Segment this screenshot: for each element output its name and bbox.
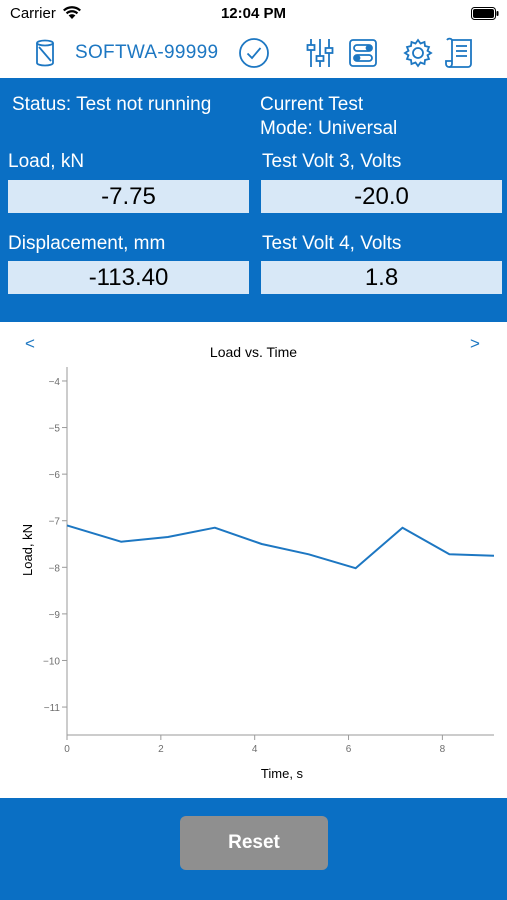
- device-icon[interactable]: [28, 36, 62, 70]
- toggles-icon[interactable]: [346, 36, 380, 70]
- load-label: Load, kN: [8, 151, 85, 172]
- test-volt4-value: 1.8: [261, 261, 502, 294]
- load-value: -7.75: [8, 180, 249, 213]
- footer-bar: Reset: [0, 798, 507, 900]
- y-tick-label: −6: [49, 470, 61, 481]
- chart-prev-button[interactable]: <: [25, 334, 35, 353]
- y-axis-label: Load, kN: [20, 524, 35, 576]
- battery-icon: [471, 7, 499, 20]
- test-volt3-value: -20.0: [261, 180, 502, 213]
- x-tick-label: 4: [252, 744, 258, 755]
- x-axis-label: Time, s: [261, 766, 304, 781]
- y-tick-label: −9: [49, 610, 61, 621]
- test-mode-line2: Mode: Universal: [260, 118, 398, 139]
- chart-area: −4 −5 −6 −7 −8 −9 −10 −11 0 2 4 6 8 Time, s Load, kN…: [0, 322, 507, 798]
- displacement-label: Displacement, mm: [8, 233, 166, 254]
- device-name-label[interactable]: SOFTWA-99999: [75, 42, 219, 63]
- y-tick-label: −5: [49, 424, 61, 435]
- chart-next-button[interactable]: >: [470, 334, 480, 353]
- readings-panel: Status: Test not running Current Test Mo…: [0, 78, 507, 322]
- x-tick-label: 0: [64, 744, 70, 755]
- load-vs-time-chart: −4 −5 −6 −7 −8 −9 −10 −11 0 2 4 6 8 Time, s Load, kN: [20, 367, 495, 781]
- test-volt4-label: Test Volt 4, Volts: [262, 233, 402, 254]
- wifi-icon: [63, 6, 81, 19]
- sliders-icon[interactable]: [303, 36, 337, 70]
- y-tick-label: −4: [49, 377, 61, 388]
- load-series-line: [66, 524, 495, 570]
- chart-title: Load vs. Time: [209, 344, 298, 360]
- y-tick-label: −10: [43, 656, 60, 667]
- x-tick-label: 6: [346, 744, 352, 755]
- carrier-label: Carrier: [10, 5, 56, 22]
- scroll-icon[interactable]: [443, 36, 477, 70]
- x-tick-label: 2: [158, 744, 164, 755]
- test-mode-line1: Current Test: [260, 94, 364, 115]
- status-bar: Carrier 12:04 PM: [0, 0, 507, 28]
- x-tick-label: 8: [440, 744, 446, 755]
- test-status-label: Status: Test not running: [12, 94, 212, 115]
- y-tick-label: −7: [49, 517, 61, 528]
- gear-icon[interactable]: [401, 36, 435, 70]
- reset-button[interactable]: Reset: [180, 816, 328, 870]
- displacement-value: -113.40: [8, 261, 249, 294]
- y-tick-label: −11: [44, 703, 61, 714]
- y-tick-label: −8: [49, 563, 61, 574]
- toolbar: SOFTWA-99999: [0, 28, 507, 78]
- connected-check-icon[interactable]: [237, 36, 271, 70]
- clock: 12:04 PM: [220, 5, 287, 22]
- test-volt3-label: Test Volt 3, Volts: [262, 151, 402, 172]
